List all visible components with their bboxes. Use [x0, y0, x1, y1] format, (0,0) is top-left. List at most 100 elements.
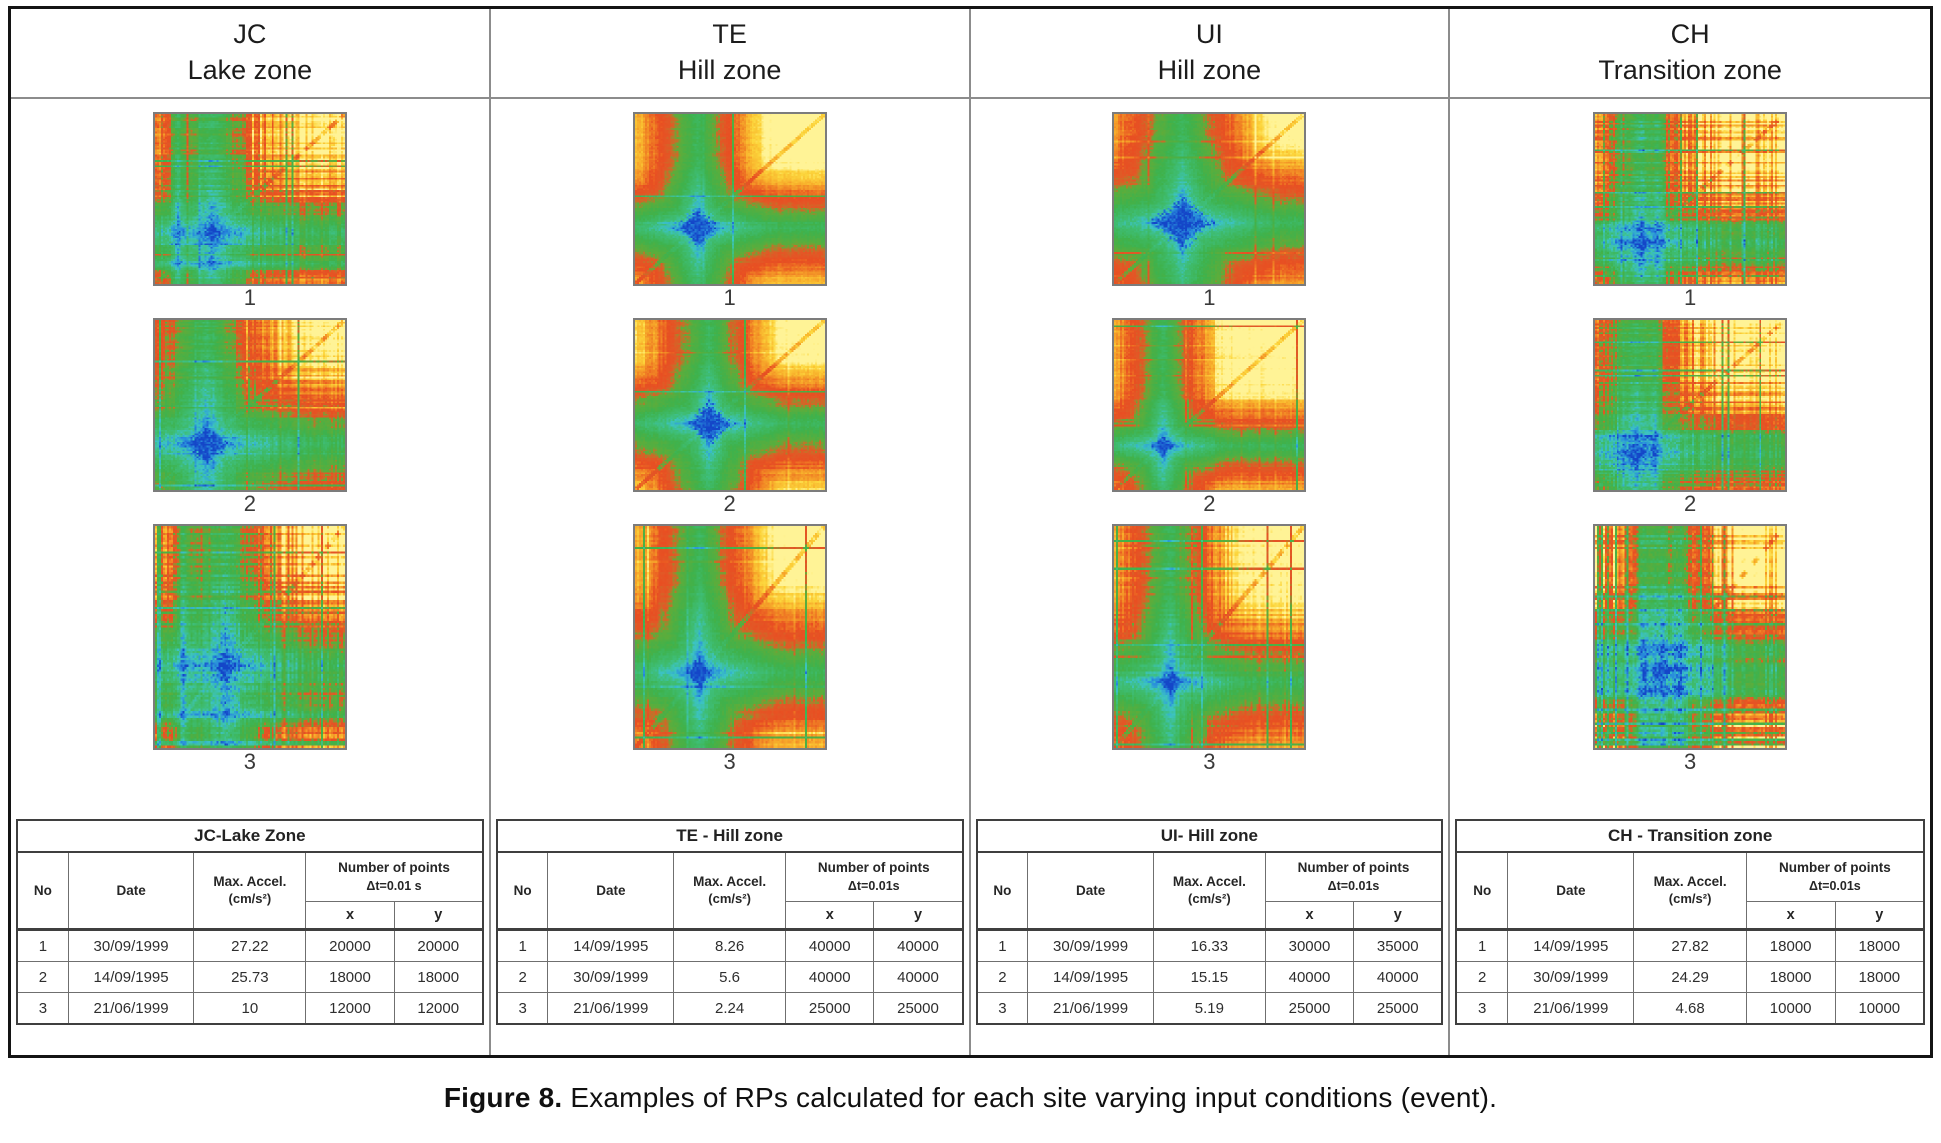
- table-title-row: CH - Transition zone: [1455, 819, 1925, 853]
- cell-x: 12000: [305, 992, 395, 1025]
- plot-block: 3: [1112, 524, 1307, 773]
- table-row: 2 30/09/1999 24.29 18000 18000: [1455, 961, 1925, 993]
- table-row: 2 30/09/1999 5.6 40000 40000: [496, 961, 963, 993]
- recurrence-plot-ch-1: [1593, 112, 1788, 286]
- table-title: TE - Hill zone: [496, 819, 963, 853]
- table-header-row: No Date Max. Accel. (cm/s²) Number of poi…: [1455, 851, 1925, 931]
- cell-y: 12000: [393, 992, 484, 1025]
- cell-no: 3: [1455, 992, 1509, 1025]
- cell-y: 40000: [1353, 961, 1443, 993]
- table-row: 1 30/09/1999 16.33 30000 35000: [975, 929, 1443, 962]
- table-row: 2 14/09/1995 15.15 40000 40000: [975, 961, 1443, 993]
- cell-date: 21/06/1999: [67, 992, 195, 1025]
- table-row: 2 14/09/1995 25.73 18000 18000: [16, 961, 484, 993]
- col-y-header: y: [1834, 901, 1925, 931]
- cell-date: 14/09/1995: [67, 961, 195, 993]
- col-points-header: Number of points Δt=0.01s: [784, 851, 964, 902]
- col-date-header: Date: [1507, 851, 1635, 931]
- cell-x: 40000: [784, 961, 875, 993]
- column-header-jc: JC Lake zone: [11, 9, 489, 99]
- site-zone: Transition zone: [1598, 55, 1782, 85]
- plot-number-label: 1: [1684, 285, 1697, 310]
- table-title-row: JC-Lake Zone: [16, 819, 484, 853]
- cell-date: 14/09/1995: [1027, 961, 1154, 993]
- plot-stack-te: 1 2 3: [491, 99, 969, 782]
- col-y-header: y: [873, 901, 963, 931]
- recurrence-plot-te-1: [632, 112, 827, 286]
- cell-y: 25000: [1353, 992, 1443, 1025]
- cell-no: 3: [16, 992, 69, 1025]
- column-header-te: TE Hill zone: [490, 9, 969, 99]
- data-table-te: TE - Hill zone No Date Max. Accel. (cm/s²…: [495, 819, 964, 1025]
- col-points-header: Number of points Δt=0.01 s: [305, 851, 484, 902]
- cell-y: 40000: [873, 961, 963, 993]
- plot-block: 2: [1593, 318, 1788, 516]
- cell-x: 40000: [1264, 961, 1355, 993]
- cell-y: 18000: [1834, 961, 1925, 993]
- plot-number-label: 2: [1684, 491, 1697, 516]
- plot-number-label: 1: [243, 285, 256, 310]
- table-title: UI- Hill zone: [976, 819, 1443, 853]
- cell-accel: 16.33: [1152, 929, 1266, 962]
- cell-no: 1: [975, 929, 1029, 962]
- col-no-header: No: [16, 851, 69, 931]
- column-jc: JC Lake zone 1 2 3 JC-Lake Zone No Date: [11, 9, 491, 1055]
- col-no-header: No: [496, 851, 549, 931]
- column-header-ch: CH Transition zone: [1450, 9, 1930, 99]
- site-code: TE: [712, 19, 747, 50]
- recurrence-plot-jc-1: [152, 112, 347, 286]
- recurrence-plot-ui-3: [1112, 524, 1307, 750]
- cell-no: 1: [16, 929, 69, 962]
- col-y-header: y: [393, 901, 484, 931]
- table-header-row: No Date Max. Accel. (cm/s²) Number of poi…: [496, 851, 964, 931]
- site-zone: Hill zone: [677, 55, 782, 85]
- cell-date: 30/09/1999: [1507, 961, 1635, 993]
- recurrence-plot-te-3: [632, 524, 827, 750]
- recurrence-plot-jc-3: [152, 524, 347, 750]
- table-row: 3 21/06/1999 4.68 10000 10000: [1455, 992, 1925, 1025]
- cell-date: 30/09/1999: [1027, 929, 1154, 962]
- col-y-header: y: [1353, 901, 1443, 931]
- col-x-header: x: [784, 901, 875, 931]
- figure-caption-text: Examples of RPs calculated for each site…: [562, 1082, 1498, 1113]
- col-accel-header: Max. Accel. (cm/s²): [193, 851, 307, 931]
- col-date-header: Date: [547, 851, 675, 931]
- data-table-ui: UI- Hill zone No Date Max. Accel. (cm/s²)…: [975, 819, 1444, 1025]
- col-x-header: x: [305, 901, 395, 931]
- col-date-header: Date: [1027, 851, 1154, 931]
- cell-y: 18000: [393, 961, 484, 993]
- table-header-row: No Date Max. Accel. (cm/s²) Number of poi…: [975, 851, 1443, 931]
- cell-date: 30/09/1999: [67, 929, 195, 962]
- plot-number-label: 2: [723, 491, 736, 516]
- cell-x: 20000: [305, 929, 395, 962]
- cell-no: 3: [975, 992, 1029, 1025]
- plot-block: 3: [152, 524, 347, 773]
- table-row: 3 21/06/1999 5.19 25000 25000: [975, 992, 1443, 1025]
- column-header-ui: UI Hill zone: [970, 9, 1449, 99]
- plot-block: 2: [1112, 318, 1307, 515]
- cell-accel: 5.19: [1152, 992, 1266, 1025]
- cell-y: 40000: [873, 929, 963, 962]
- site-zone: Lake zone: [187, 55, 313, 85]
- col-accel-header: Max. Accel. (cm/s²): [1152, 851, 1266, 931]
- data-table-ch: CH - Transition zone No Date Max. Accel.…: [1455, 819, 1925, 1025]
- cell-no: 2: [1455, 961, 1509, 993]
- cell-x: 25000: [1264, 992, 1355, 1025]
- cell-x: 18000: [1745, 961, 1836, 993]
- col-points-header: Number of points Δt=0.01s: [1745, 851, 1925, 902]
- site-code: CH: [1670, 19, 1710, 50]
- col-points-header: Number of points Δt=0.01s: [1264, 851, 1443, 902]
- cell-no: 2: [496, 961, 549, 993]
- cell-y: 35000: [1353, 929, 1443, 962]
- cell-date: 14/09/1995: [547, 929, 675, 962]
- cell-x: 18000: [1745, 929, 1836, 962]
- table-subheader-row: x y: [497, 901, 963, 931]
- plot-block: 1: [632, 112, 827, 309]
- plot-stack-ch: 1 2 3: [1450, 99, 1930, 782]
- table-header-row: No Date Max. Accel. (cm/s²) Number of poi…: [16, 851, 484, 931]
- recurrence-plot-ui-2: [1112, 318, 1307, 492]
- plot-number-label: 1: [1203, 285, 1216, 310]
- plot-block: 3: [632, 524, 827, 773]
- cell-accel: 4.68: [1633, 992, 1747, 1025]
- cell-no: 2: [16, 961, 69, 993]
